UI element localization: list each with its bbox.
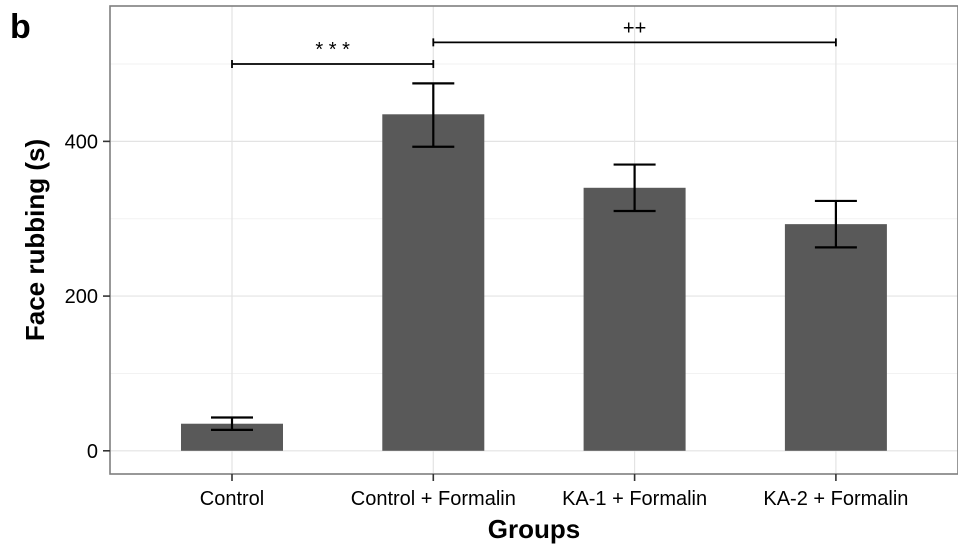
y-tick-label: 0 <box>87 441 98 463</box>
error-bar <box>814 199 857 249</box>
x-axis-ticks: Control Control + Formalin KA-1 + Formalin… <box>200 474 908 510</box>
y-tick-label: 400 <box>65 131 98 153</box>
x-axis-title: Groups <box>488 514 580 544</box>
bar <box>382 114 485 451</box>
y-tick-label: 200 <box>65 286 98 308</box>
x-tick-label: Control <box>200 488 264 510</box>
error-bar <box>412 82 455 148</box>
significance-label: * * * <box>315 39 350 61</box>
significance-label: ++ <box>623 17 646 39</box>
x-tick-label: KA-1 + Formalin <box>562 488 707 510</box>
error-bar <box>613 163 656 213</box>
error-bars <box>211 82 857 432</box>
significance-bracket: * * * <box>231 39 435 69</box>
bars <box>181 114 887 451</box>
error-bar <box>211 416 253 432</box>
x-tick-label: KA-2 + Formalin <box>763 488 908 510</box>
plot-border <box>109 5 958 475</box>
y-axis-title: Face rubbing (s) <box>20 139 50 341</box>
x-tick-label: Control + Formalin <box>351 488 516 510</box>
significance-brackets: * * * ++ <box>231 17 837 69</box>
significance-bracket: ++ <box>432 17 837 47</box>
panel-label: b <box>10 8 31 46</box>
bar <box>784 224 887 451</box>
y-axis-ticks: 0 200 400 <box>65 131 110 463</box>
bar <box>583 187 686 451</box>
